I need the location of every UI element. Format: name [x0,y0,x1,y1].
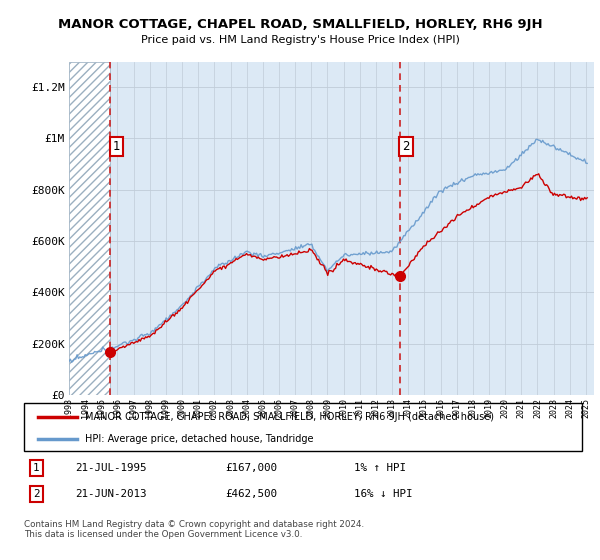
Text: £462,500: £462,500 [225,489,277,499]
Text: 21-JUL-1995: 21-JUL-1995 [75,463,146,473]
Text: £167,000: £167,000 [225,463,277,473]
Text: 1% ↑ HPI: 1% ↑ HPI [354,463,406,473]
Bar [69,62,110,395]
Text: 16% ↓ HPI: 16% ↓ HPI [354,489,413,499]
Text: 1: 1 [113,139,121,153]
Text: 2: 2 [402,139,410,153]
Text: 2: 2 [33,489,40,499]
Text: 21-JUN-2013: 21-JUN-2013 [75,489,146,499]
Text: 1: 1 [33,463,40,473]
Text: MANOR COTTAGE, CHAPEL ROAD, SMALLFIELD, HORLEY, RH6 9JH (detached house): MANOR COTTAGE, CHAPEL ROAD, SMALLFIELD, … [85,412,494,422]
Text: MANOR COTTAGE, CHAPEL ROAD, SMALLFIELD, HORLEY, RH6 9JH: MANOR COTTAGE, CHAPEL ROAD, SMALLFIELD, … [58,18,542,31]
Text: Contains HM Land Registry data © Crown copyright and database right 2024.
This d: Contains HM Land Registry data © Crown c… [24,520,364,539]
Text: HPI: Average price, detached house, Tandridge: HPI: Average price, detached house, Tand… [85,434,314,444]
Text: Price paid vs. HM Land Registry's House Price Index (HPI): Price paid vs. HM Land Registry's House … [140,35,460,45]
